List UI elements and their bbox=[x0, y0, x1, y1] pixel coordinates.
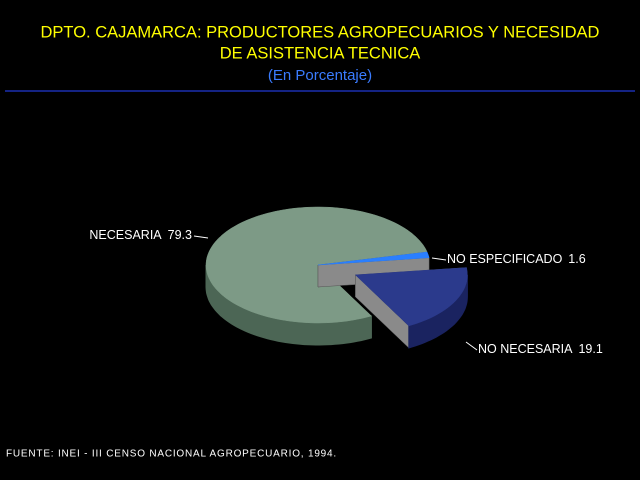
slice-label: NO NECESARIA 19.1 bbox=[478, 342, 603, 356]
slice-label: NECESARIA 79.3 bbox=[89, 228, 192, 242]
pie-slice bbox=[205, 206, 428, 324]
slice-label: NO ESPECIFICADO 1.6 bbox=[447, 252, 586, 266]
leader-line bbox=[431, 257, 447, 261]
value-label: 79.3 bbox=[168, 228, 192, 242]
chart-title: DE ASISTENCIA TECNICA bbox=[220, 44, 421, 62]
category-label: NO NECESARIA bbox=[478, 342, 573, 356]
source-note: FUENTE: INEI - III CENSO NACIONAL AGROPE… bbox=[6, 449, 337, 460]
value-label: 19.1 bbox=[578, 342, 602, 356]
category-label: NECESARIA bbox=[89, 228, 162, 242]
category-label: NO ESPECIFICADO bbox=[447, 252, 563, 266]
value-label: 1.6 bbox=[568, 252, 585, 266]
pie-slice bbox=[354, 267, 468, 327]
leader-line bbox=[193, 235, 209, 239]
leader-line bbox=[465, 341, 478, 351]
pie-slice bbox=[317, 251, 430, 266]
chart-title: DPTO. CAJAMARCA: PRODUCTORES AGROPECUARI… bbox=[41, 23, 600, 41]
chart-subtitle: (En Porcentaje) bbox=[268, 67, 372, 84]
